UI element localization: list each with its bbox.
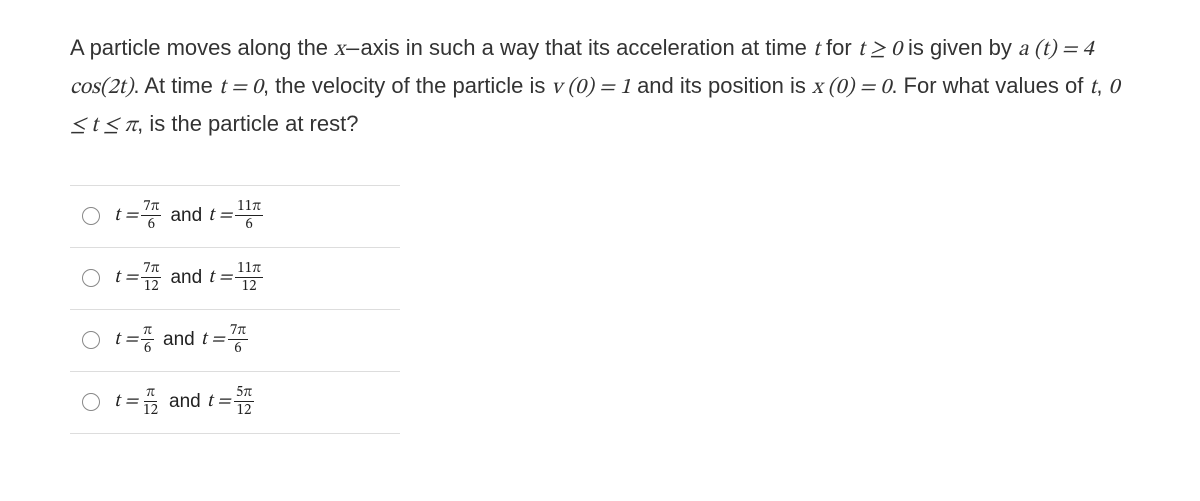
radio-icon xyxy=(82,393,100,411)
and-word: and xyxy=(163,329,195,351)
answer-math: t = 7π 6 and t = 11π 6 xyxy=(114,200,266,233)
math-x0: x (0) = 0 xyxy=(812,77,891,99)
fraction: 5π 12 xyxy=(234,385,254,418)
radio-icon xyxy=(82,207,100,225)
t-equals: t = xyxy=(201,328,225,352)
numerator: 11π xyxy=(235,199,263,216)
denominator: 12 xyxy=(240,278,259,294)
denominator: 12 xyxy=(235,402,254,418)
t-equals: t = xyxy=(114,390,138,414)
denominator: 6 xyxy=(232,340,243,356)
and-word: and xyxy=(169,391,201,413)
math-t-ge-0: t ≥ 0 xyxy=(858,39,902,61)
denominator: 6 xyxy=(243,216,254,232)
denominator: 12 xyxy=(141,402,160,418)
t-equals: t = xyxy=(208,204,232,228)
denominator: 12 xyxy=(142,278,161,294)
numerator: π xyxy=(141,323,154,340)
stem-part: , the velocity of the particle is xyxy=(263,73,552,98)
numerator: 7π xyxy=(141,199,161,216)
fraction: 7π 6 xyxy=(228,323,248,356)
answer-option-4[interactable]: t = π 12 and t = 5π 12 xyxy=(70,372,400,434)
question-page: A particle moves along the x−axis in suc… xyxy=(0,0,1200,501)
fraction: 7π 6 xyxy=(141,199,161,232)
fraction: 7π 12 xyxy=(141,261,161,294)
math-minus: − xyxy=(345,39,361,61)
t-equals: t = xyxy=(208,266,232,290)
numerator: 5π xyxy=(234,385,254,402)
denominator: 6 xyxy=(146,216,157,232)
fraction: π 12 xyxy=(141,385,160,418)
fraction: 11π 6 xyxy=(235,199,263,232)
math-v0: v (0) = 1 xyxy=(552,77,631,99)
t-equals: t = xyxy=(114,266,138,290)
stem-part: for xyxy=(820,35,858,60)
numerator: π xyxy=(144,385,157,402)
question-stem: A particle moves along the x−axis in suc… xyxy=(70,30,1140,145)
numerator: 7π xyxy=(228,323,248,340)
fraction: π 6 xyxy=(141,323,154,356)
answer-option-3[interactable]: t = π 6 and t = 7π 6 xyxy=(70,310,400,372)
math-t: t xyxy=(813,39,820,61)
answer-list: t = 7π 6 and t = 11π 6 t = 7π 12 xyxy=(70,185,400,434)
stem-part: , is the particle at rest? xyxy=(137,111,358,136)
answer-option-1[interactable]: t = 7π 6 and t = 11π 6 xyxy=(70,186,400,248)
stem-part: axis xyxy=(361,35,400,60)
t-equals: t = xyxy=(114,328,138,352)
radio-icon xyxy=(82,269,100,287)
numerator: 11π xyxy=(235,261,263,278)
and-word: and xyxy=(170,205,202,227)
answer-math: t = 7π 12 and t = 11π 12 xyxy=(114,262,266,295)
radio-icon xyxy=(82,331,100,349)
stem-part: . At time xyxy=(133,73,219,98)
numerator: 7π xyxy=(141,261,161,278)
stem-part: is given by xyxy=(902,35,1018,60)
denominator: 6 xyxy=(142,340,153,356)
stem-part: in such a way that its acceleration at t… xyxy=(400,35,813,60)
answer-option-2[interactable]: t = 7π 12 and t = 11π 12 xyxy=(70,248,400,310)
answer-math: t = π 6 and t = 7π 6 xyxy=(114,324,251,357)
math-x: x xyxy=(334,39,345,61)
math-t-eq-0: t = 0 xyxy=(219,77,263,99)
stem-part: , xyxy=(1096,73,1108,98)
fraction: 11π 12 xyxy=(235,261,263,294)
answer-math: t = π 12 and t = 5π 12 xyxy=(114,386,257,419)
stem-part: and its position is xyxy=(631,73,812,98)
and-word: and xyxy=(170,267,202,289)
t-equals: t = xyxy=(114,204,138,228)
stem-part: A particle moves along the xyxy=(70,35,334,60)
t-equals: t = xyxy=(207,390,231,414)
stem-part: . For what values of xyxy=(891,73,1089,98)
